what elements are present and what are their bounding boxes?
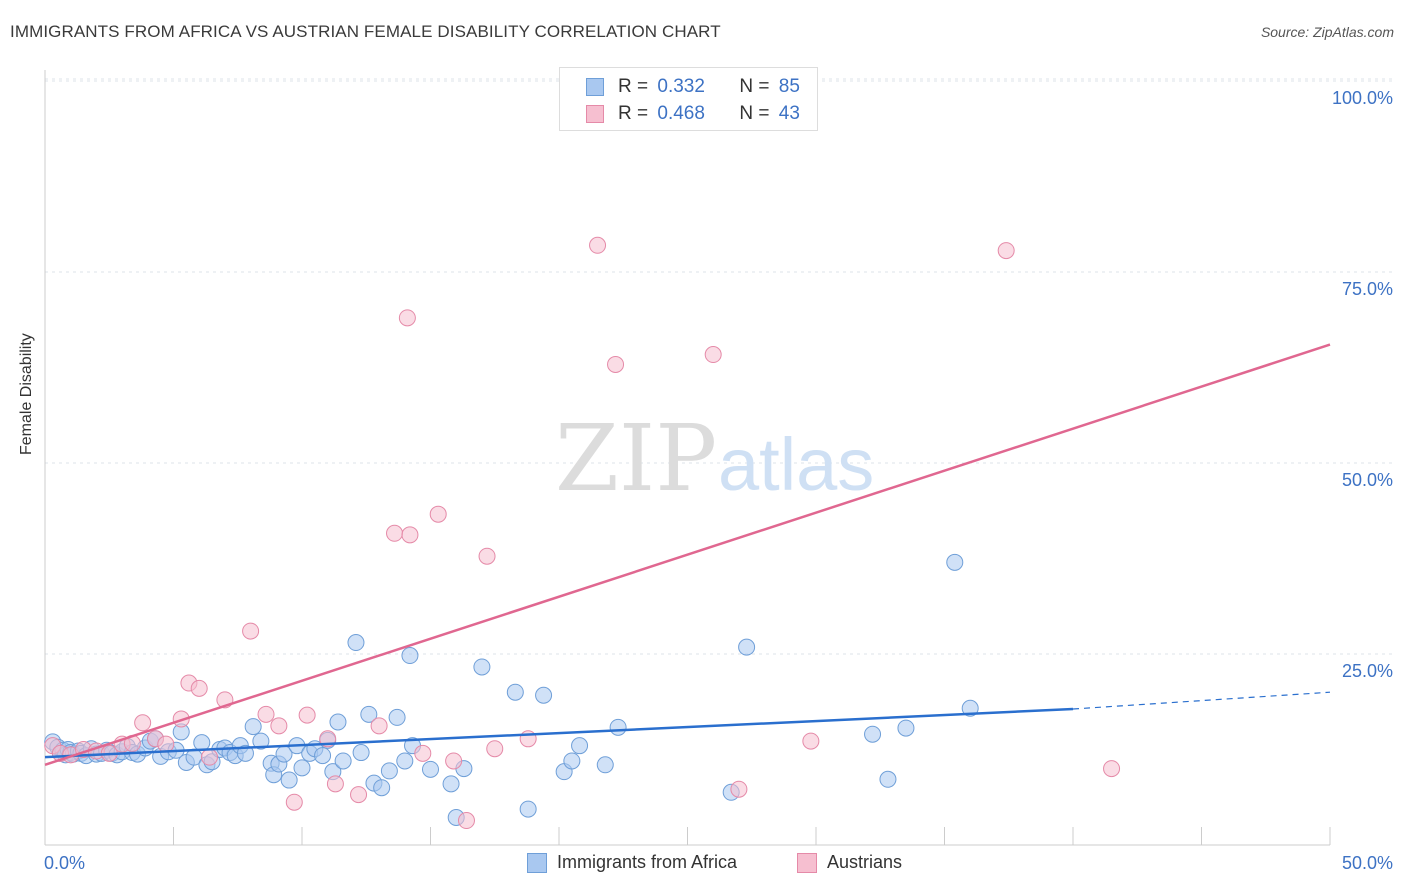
africa-point (329, 713, 347, 731)
x-tick-label: 50.0% (1342, 853, 1393, 873)
austrian-point (398, 309, 416, 327)
africa-point (396, 752, 414, 770)
x-tick-label: 0.0% (44, 853, 85, 873)
africa-point (571, 737, 589, 755)
africa-point (347, 634, 365, 652)
legend-item-africa: Immigrants from Africa (527, 852, 737, 873)
africa-point (314, 747, 332, 765)
legend-label-austrians: Austrians (827, 852, 903, 872)
africa-point (897, 719, 915, 737)
austrian-point (486, 740, 504, 758)
africa-point (373, 779, 391, 797)
africa-point (244, 718, 262, 736)
austrian-point (242, 622, 260, 640)
correlation-legend: R = 0.332 N = 85 R = 0.468 N = 43 (559, 67, 818, 131)
africa-point (252, 732, 270, 750)
africa-point (334, 752, 352, 770)
y-tick-label: 100.0% (1332, 88, 1393, 108)
africa-trendline-extension (1072, 691, 1331, 710)
austrian-point (1103, 760, 1121, 778)
austrian-point (134, 714, 152, 732)
n-label: N = (739, 76, 770, 97)
austrian-point (190, 679, 208, 697)
austrian-point (414, 744, 432, 762)
austrian-point (730, 780, 748, 798)
africa-point (738, 638, 756, 656)
austrian-point (802, 732, 820, 750)
austrian-point (704, 346, 722, 364)
legend-label-africa: Immigrants from Africa (557, 852, 738, 872)
austrian-point (298, 706, 316, 724)
austrian-point (997, 242, 1015, 260)
legend-swatch-pink (586, 105, 604, 123)
africa-point (280, 771, 298, 789)
africa-point (442, 775, 460, 793)
austrian-trendline (44, 343, 1331, 766)
legend-swatch-blue (527, 852, 547, 873)
austrian-point (326, 775, 344, 793)
legend-row-africa: R = 0.332 N = 85 (586, 74, 800, 100)
africa-point (236, 744, 254, 762)
austrian-point (401, 526, 419, 544)
austrian-point (445, 752, 463, 770)
africa-point (535, 686, 553, 704)
austrian-point (478, 547, 496, 565)
austrian-point (370, 717, 388, 735)
africa-point (388, 708, 406, 726)
austrian-point (589, 236, 607, 254)
africa-point (596, 756, 614, 774)
austrian-point (350, 786, 368, 804)
africa-point (864, 725, 882, 743)
austrian-point (157, 735, 175, 753)
africa-point (563, 752, 581, 770)
source-label: Source: ZipAtlas.com (1260, 24, 1394, 40)
y-tick-label: 25.0% (1342, 661, 1393, 681)
austrian-point (607, 355, 625, 373)
watermark-atlas: atlas (718, 423, 874, 506)
austrian-point (200, 748, 218, 766)
austrian-point (285, 793, 303, 811)
africa-point (293, 759, 311, 777)
watermark-zip: ZIP (555, 405, 717, 512)
austrian-point (386, 524, 404, 542)
y-tick-label: 75.0% (1342, 279, 1393, 299)
africa-point (946, 553, 964, 571)
legend-row-austrians: R = 0.468 N = 43 (586, 101, 800, 127)
africa-point (352, 744, 370, 762)
legend-swatch-blue (586, 78, 604, 96)
africa-point (609, 718, 627, 736)
r-value: 0.468 (657, 103, 705, 124)
africa-point (506, 683, 524, 701)
africa-point (961, 699, 979, 717)
africa-point (879, 770, 897, 788)
y-tick-label: 50.0% (1342, 470, 1393, 490)
austrian-point (257, 705, 275, 723)
chart-title: IMMIGRANTS FROM AFRICA VS AUSTRIAN FEMAL… (10, 22, 721, 41)
austrian-point (457, 812, 475, 830)
legend-item-austrians: Austrians (797, 852, 902, 873)
series-legend: Immigrants from Africa Austrians (0, 852, 1406, 878)
r-label: R = (618, 103, 649, 124)
africa-point (519, 800, 537, 818)
legend-swatch-pink (797, 852, 817, 873)
n-value: 43 (778, 103, 800, 124)
n-label: N = (739, 103, 770, 124)
africa-point (422, 760, 439, 778)
n-value: 85 (778, 76, 800, 97)
austrian-point (270, 717, 288, 735)
africa-trendline (44, 707, 1074, 759)
africa-point (360, 705, 378, 723)
r-value: 0.332 (657, 76, 705, 97)
africa-point (473, 658, 491, 676)
austrian-point (429, 505, 447, 523)
r-label: R = (618, 76, 649, 97)
africa-point (380, 762, 398, 780)
africa-point (401, 647, 419, 665)
africa-point (193, 734, 211, 752)
